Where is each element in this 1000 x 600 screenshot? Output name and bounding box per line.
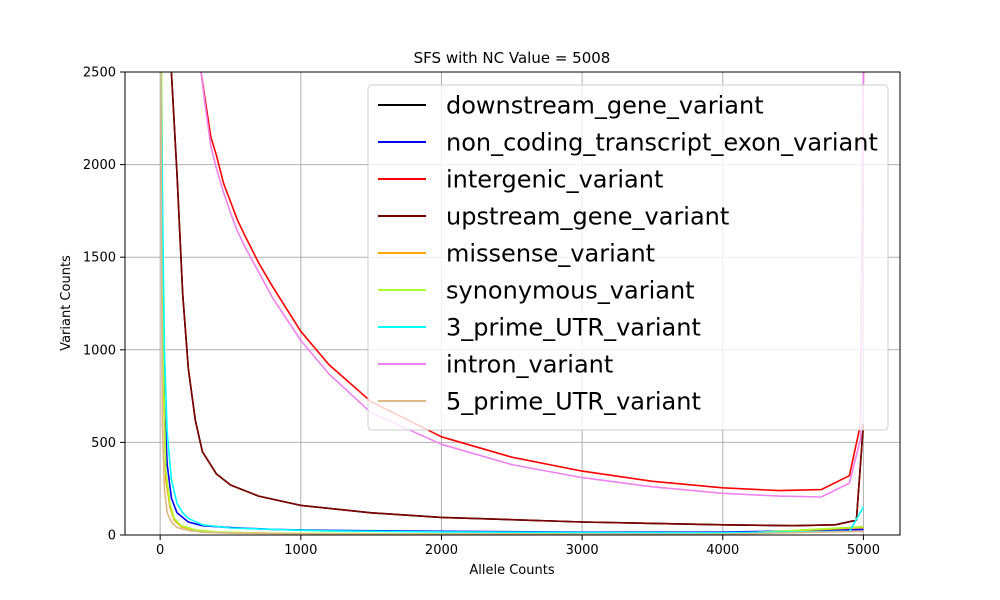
legend-label: 5_prime_UTR_variant xyxy=(446,388,701,416)
legend-label: downstream_gene_variant xyxy=(446,92,764,120)
legend-label: intron_variant xyxy=(446,351,613,379)
y-axis-label: Variant Counts xyxy=(59,255,74,351)
chart-title: SFS with NC Value = 5008 xyxy=(414,49,611,67)
legend-label: missense_variant xyxy=(446,240,655,268)
series-line-upstream-gene-variant xyxy=(170,72,865,527)
series-line-3-prime-utr-variant xyxy=(160,72,865,534)
y-tick-label: 2500 xyxy=(83,66,116,81)
x-axis-ticks: 0 1000 2000 3000 4000 5000 xyxy=(156,535,880,558)
legend: downstream_gene_variant non_coding_transc… xyxy=(367,84,889,431)
legend-label: synonymous_variant xyxy=(446,277,695,305)
y-tick-label: 1000 xyxy=(83,343,116,358)
plot-frame xyxy=(124,71,901,536)
x-axis-label: Allele Counts xyxy=(469,563,554,578)
series-lines xyxy=(160,72,865,535)
legend-label: 3_prime_UTR_variant xyxy=(446,314,701,342)
y-tick-label: 2000 xyxy=(83,158,116,173)
series-line-intergenic-variant xyxy=(200,72,865,492)
x-tick-label: 1000 xyxy=(284,543,317,558)
legend-box xyxy=(367,84,889,431)
x-tick-label: 2000 xyxy=(425,543,458,558)
y-tick-label: 0 xyxy=(108,529,116,544)
series-line-intron-variant xyxy=(200,72,865,498)
x-tick-label: 5000 xyxy=(847,543,880,558)
x-tick-label: 0 xyxy=(156,543,164,558)
y-axis-ticks: 0 500 1000 1500 2000 2500 xyxy=(83,66,125,544)
x-tick-label: 3000 xyxy=(566,543,599,558)
legend-label: upstream_gene_variant xyxy=(446,203,729,231)
x-tick-label: 4000 xyxy=(706,543,739,558)
y-tick-label: 1500 xyxy=(83,251,116,266)
series-line-5-prime-utr-variant xyxy=(160,72,864,535)
legend-label: intergenic_variant xyxy=(446,166,663,194)
y-tick-label: 500 xyxy=(91,436,116,451)
legend-label: non_coding_transcript_exon_variant xyxy=(446,129,878,157)
